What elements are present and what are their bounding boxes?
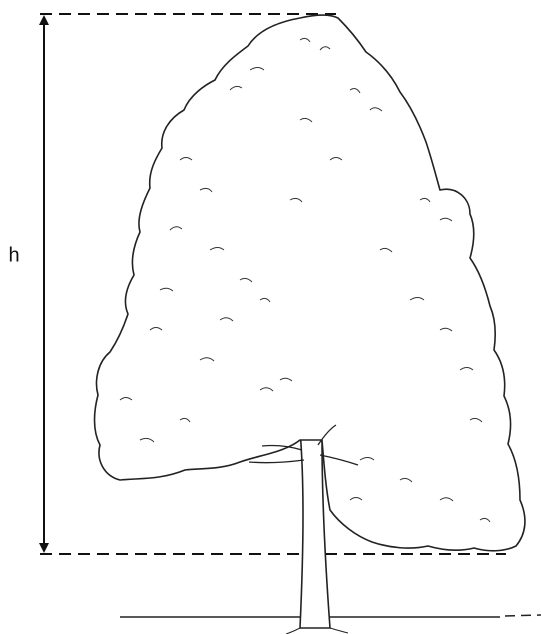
foliage-texture bbox=[119, 37, 491, 523]
ground-line-dashed bbox=[504, 614, 541, 617]
tree-crown bbox=[93, 14, 526, 552]
trunk-roots bbox=[285, 627, 349, 634]
tree-branches bbox=[248, 424, 359, 466]
height-label: h bbox=[8, 244, 19, 266]
tree-trunk bbox=[299, 428, 331, 629]
